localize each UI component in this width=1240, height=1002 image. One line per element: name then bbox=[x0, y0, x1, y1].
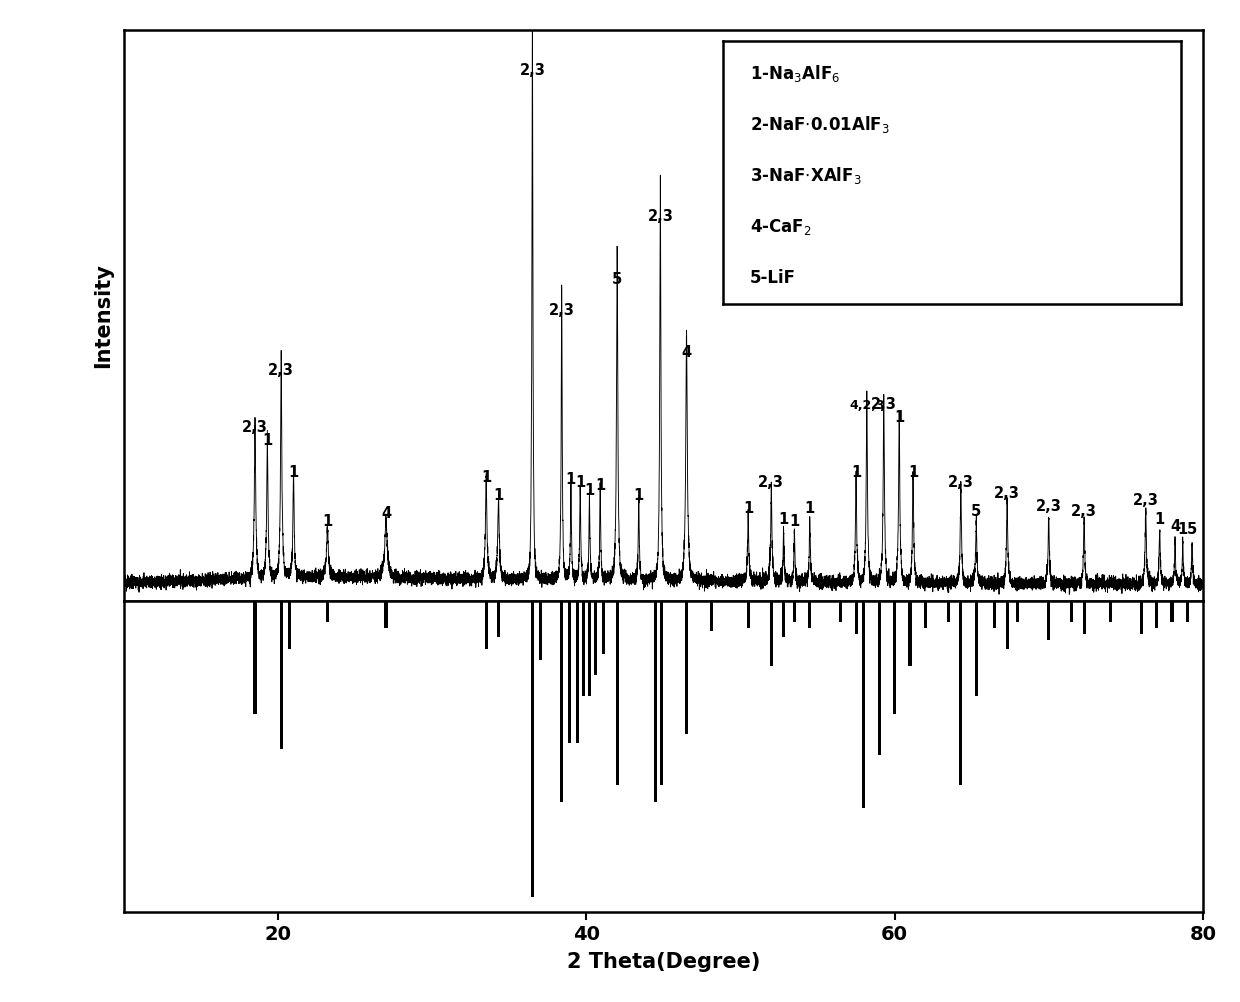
Bar bbox=[909, 601, 911, 666]
Text: 4: 4 bbox=[1171, 519, 1180, 534]
Text: 2,3: 2,3 bbox=[994, 486, 1021, 501]
Bar bbox=[582, 601, 585, 695]
Text: 1: 1 bbox=[851, 465, 861, 480]
Bar bbox=[878, 601, 880, 756]
Bar bbox=[661, 601, 663, 785]
Bar bbox=[497, 601, 500, 636]
Bar bbox=[1140, 601, 1143, 633]
Bar bbox=[770, 601, 773, 666]
Bar bbox=[601, 601, 605, 654]
Text: 2,3: 2,3 bbox=[268, 363, 294, 378]
Text: 2,3: 2,3 bbox=[1133, 493, 1158, 508]
Bar bbox=[1070, 601, 1074, 622]
Bar bbox=[1047, 601, 1050, 639]
Text: 1: 1 bbox=[805, 501, 815, 516]
Bar bbox=[253, 601, 257, 713]
Y-axis label: Intensity: Intensity bbox=[93, 264, 113, 368]
Bar bbox=[384, 601, 388, 628]
Text: 2,3: 2,3 bbox=[870, 397, 897, 412]
Bar bbox=[854, 601, 858, 633]
Bar bbox=[782, 601, 785, 636]
Text: 1: 1 bbox=[894, 410, 904, 425]
Text: 2,3: 2,3 bbox=[242, 420, 268, 435]
Text: 1: 1 bbox=[743, 501, 753, 516]
Bar bbox=[1185, 601, 1189, 622]
Bar bbox=[839, 601, 842, 622]
Text: 4: 4 bbox=[682, 345, 692, 360]
Text: 1: 1 bbox=[790, 514, 800, 529]
Text: 4,2,3: 4,2,3 bbox=[849, 399, 884, 412]
Bar bbox=[960, 601, 962, 785]
Bar bbox=[560, 601, 563, 803]
Bar bbox=[538, 601, 542, 660]
Bar bbox=[924, 601, 928, 628]
Bar bbox=[1083, 601, 1086, 633]
Bar bbox=[326, 601, 329, 622]
Bar bbox=[893, 601, 897, 713]
Text: 1: 1 bbox=[262, 434, 273, 448]
Bar bbox=[975, 601, 978, 695]
Text: 1: 1 bbox=[1178, 522, 1188, 537]
Bar bbox=[655, 601, 657, 803]
Text: 1: 1 bbox=[1154, 512, 1164, 527]
Bar bbox=[1171, 601, 1173, 622]
Text: 1: 1 bbox=[584, 483, 594, 498]
Text: 1: 1 bbox=[779, 512, 789, 527]
Text: 2,3: 2,3 bbox=[549, 303, 574, 318]
Text: 1: 1 bbox=[289, 465, 299, 480]
Text: 4: 4 bbox=[381, 506, 391, 521]
Bar bbox=[808, 601, 811, 628]
Text: 1: 1 bbox=[565, 473, 577, 488]
Bar bbox=[947, 601, 950, 622]
Bar bbox=[1017, 601, 1019, 622]
Text: 1: 1 bbox=[322, 514, 332, 529]
Text: 1: 1 bbox=[634, 488, 644, 503]
X-axis label: 2 Theta(Degree): 2 Theta(Degree) bbox=[567, 952, 760, 972]
Bar bbox=[615, 601, 619, 785]
Text: 1: 1 bbox=[494, 488, 503, 503]
Text: 5: 5 bbox=[613, 272, 622, 287]
Bar bbox=[1109, 601, 1112, 622]
Bar bbox=[684, 601, 688, 734]
Text: 5: 5 bbox=[971, 504, 981, 519]
Bar bbox=[485, 601, 487, 648]
Text: 5: 5 bbox=[1187, 522, 1197, 537]
Text: 2,3: 2,3 bbox=[759, 475, 784, 490]
Bar bbox=[531, 601, 534, 897]
Bar bbox=[993, 601, 996, 628]
Text: 2,3: 2,3 bbox=[1071, 504, 1097, 519]
Text: 1: 1 bbox=[908, 465, 918, 480]
Bar bbox=[288, 601, 291, 648]
Text: 1: 1 bbox=[481, 470, 491, 485]
Text: 2,3: 2,3 bbox=[1035, 499, 1061, 514]
Bar bbox=[280, 601, 283, 749]
Bar bbox=[862, 601, 866, 809]
Text: 2,3: 2,3 bbox=[520, 63, 546, 78]
Bar bbox=[746, 601, 750, 628]
Text: 1: 1 bbox=[575, 475, 585, 490]
Bar bbox=[575, 601, 579, 743]
Bar bbox=[594, 601, 598, 675]
Text: 2,3: 2,3 bbox=[947, 475, 973, 490]
Bar bbox=[588, 601, 591, 695]
Bar bbox=[568, 601, 570, 743]
Bar bbox=[709, 601, 713, 631]
Text: 2,3: 2,3 bbox=[647, 209, 673, 224]
Bar bbox=[1006, 601, 1008, 648]
Text: 1: 1 bbox=[595, 478, 605, 493]
Bar bbox=[792, 601, 796, 622]
Bar bbox=[1154, 601, 1158, 628]
